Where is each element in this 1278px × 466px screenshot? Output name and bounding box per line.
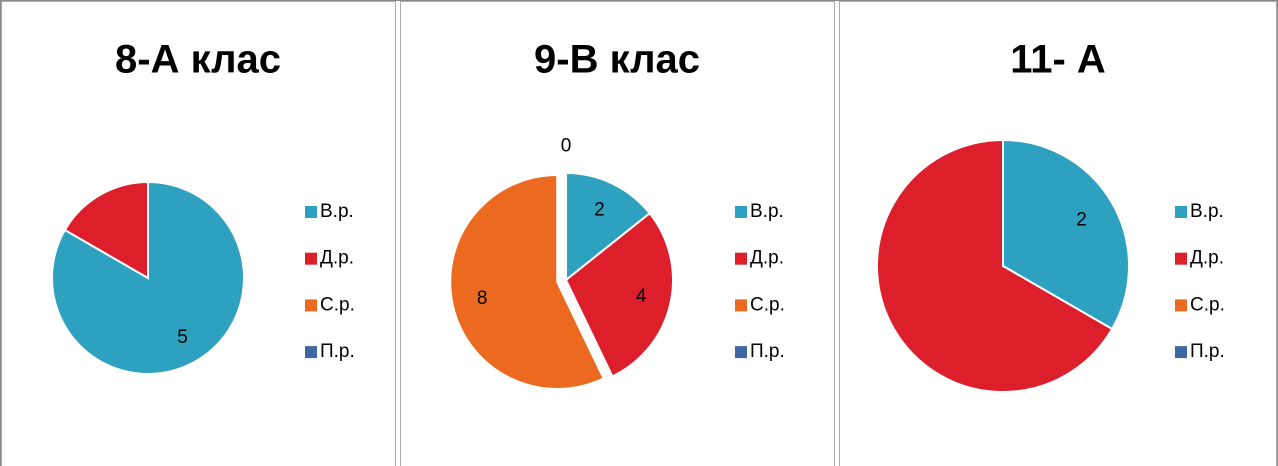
legend-swatch: [1175, 299, 1187, 312]
legend-swatch: [305, 252, 317, 265]
legend-label: С.р.: [1190, 294, 1225, 315]
panel-border: [400, 1, 835, 466]
legend-swatch: [305, 206, 317, 218]
pie-slice: [565, 171, 652, 283]
legend-label: Д.р.: [1190, 248, 1224, 269]
legend-swatch: [735, 206, 747, 218]
legend-label: В.р.: [320, 201, 354, 222]
legend-label: С.р.: [320, 294, 355, 315]
pie-slice: [876, 138, 1114, 393]
legend-swatch: [1175, 206, 1187, 218]
chart-title: 8-А клас: [115, 38, 281, 82]
pie-slice: [449, 174, 605, 390]
data-label: 2: [1076, 210, 1087, 231]
chart-title: 11- А: [1010, 38, 1106, 82]
legend-swatch: [305, 299, 317, 312]
legend-label: Д.р.: [750, 248, 784, 269]
legend-label: Д.р.: [320, 248, 354, 269]
pie-slice: [1002, 138, 1130, 331]
data-label: 4: [636, 286, 647, 307]
pie-slice: [63, 180, 149, 280]
legend-swatch: [735, 252, 747, 265]
legend-label: П.р.: [320, 341, 355, 362]
legend-label: П.р.: [1190, 341, 1225, 362]
legend-swatch: [305, 346, 317, 359]
legend-swatch: [735, 346, 747, 359]
data-label: 0: [561, 135, 572, 156]
panel-border: [839, 1, 1277, 466]
data-label: 2: [594, 200, 605, 221]
chart-title: 9-В клас: [534, 38, 700, 82]
legend-label: В.р.: [1190, 201, 1224, 222]
panel-border: [1, 1, 396, 466]
legend-label: П.р.: [750, 341, 785, 362]
legend-label: С.р.: [750, 294, 785, 315]
legend-swatch: [735, 299, 747, 312]
data-label: 5: [177, 327, 188, 348]
legend-swatch: [1175, 346, 1187, 359]
legend-swatch: [1175, 252, 1187, 265]
pie-slice: [564, 211, 674, 378]
data-label: 8: [477, 288, 488, 309]
legend-label: В.р.: [750, 201, 784, 222]
